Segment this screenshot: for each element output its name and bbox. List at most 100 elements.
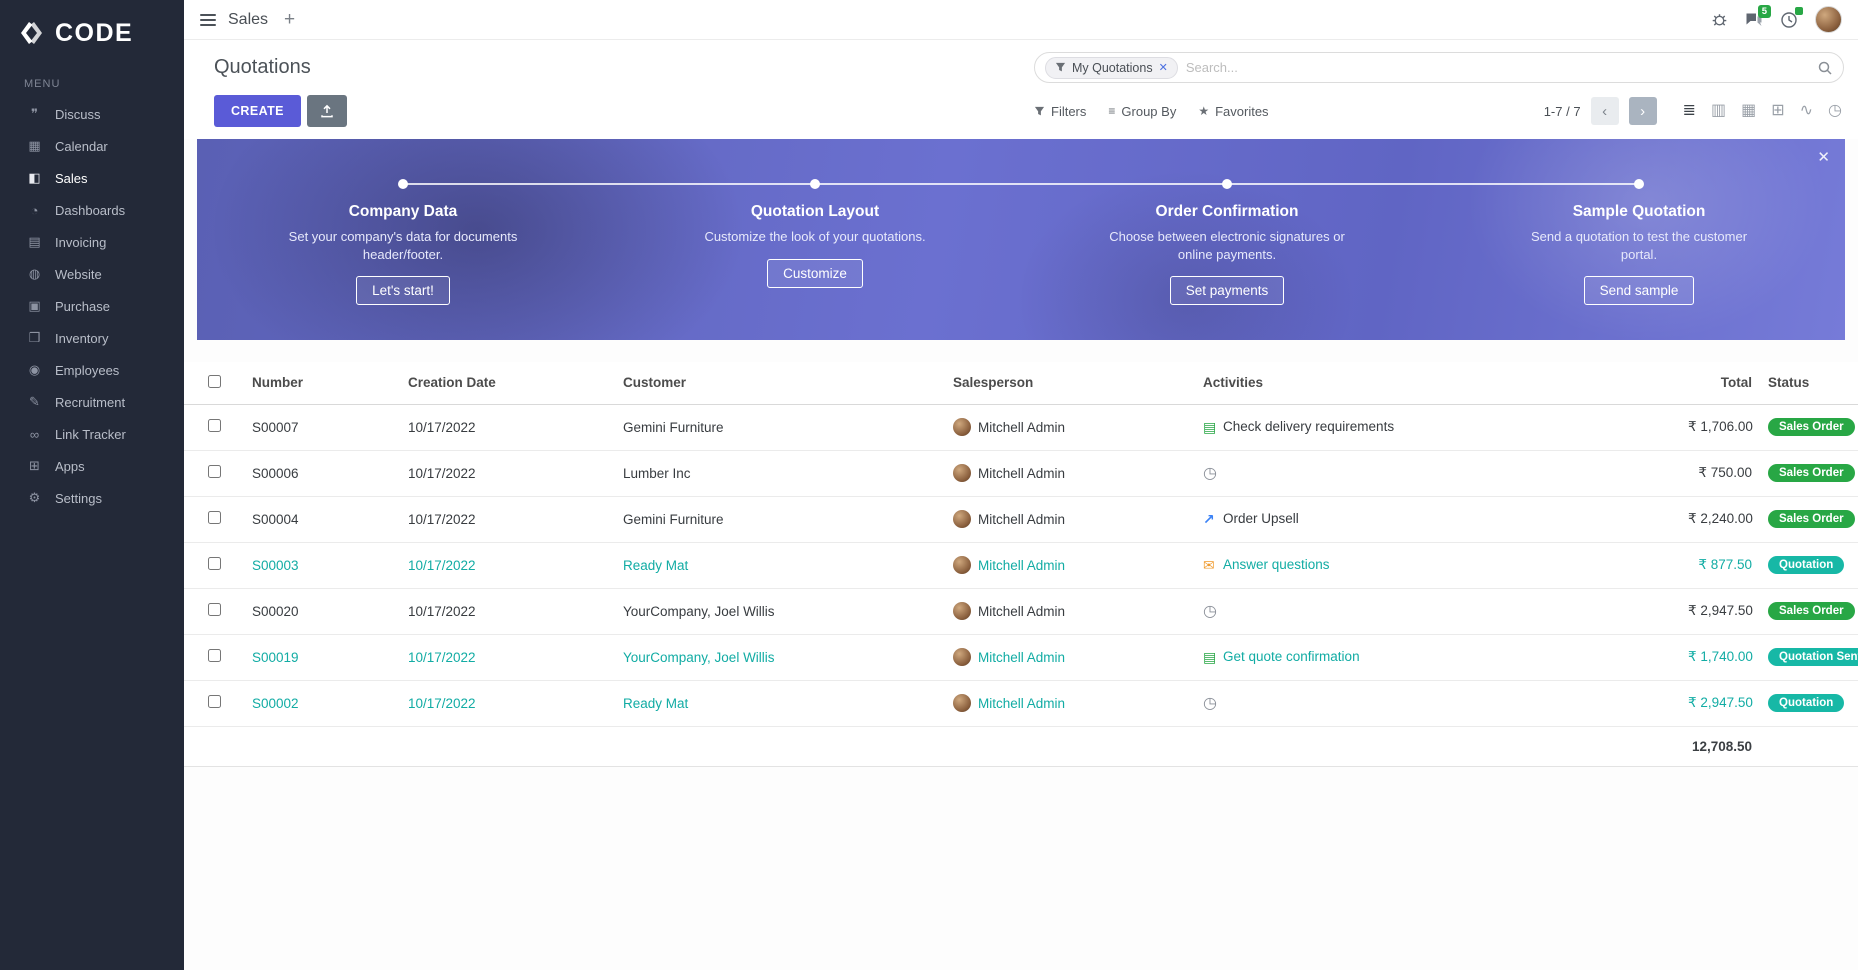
column-header-number[interactable]: Number <box>244 362 400 405</box>
kanban-view-icon[interactable]: ▥ <box>1710 102 1727 119</box>
pager-previous-button[interactable]: ‹ <box>1590 97 1619 125</box>
row-checkbox[interactable] <box>207 419 221 432</box>
sidebar-item-settings[interactable]: Settings <box>0 482 184 514</box>
row-checkbox[interactable] <box>207 557 221 570</box>
brand-logo[interactable]: CODE <box>0 0 184 66</box>
table-footer-row: 12,708.50 <box>184 726 1858 767</box>
sidebar-item-dashboards[interactable]: Dashboards <box>0 194 184 226</box>
lets-start-button[interactable]: Let's start! <box>356 276 450 306</box>
calendar-view-icon[interactable]: ▦ <box>1741 102 1757 119</box>
debug-bug-icon[interactable] <box>1711 11 1728 28</box>
sidebar-item-label: Website <box>55 266 102 282</box>
table-row[interactable]: S00019 10/17/2022 YourCompany, Joel Will… <box>184 634 1858 681</box>
import-button[interactable] <box>306 95 347 127</box>
activity-tasks-icon[interactable] <box>1203 649 1223 666</box>
table-row[interactable]: S00004 10/17/2022 Gemini Furniture Mitch… <box>184 496 1858 543</box>
column-header-salesperson[interactable]: Salesperson <box>945 362 1195 405</box>
sidebar-item-link-tracker[interactable]: Link Tracker <box>0 418 184 450</box>
pivot-view-icon[interactable]: ⊞ <box>1771 102 1785 119</box>
table-row[interactable]: S00003 10/17/2022 Ready Mat Mitchell Adm… <box>184 542 1858 589</box>
sidebar-item-label: Calendar <box>55 138 108 154</box>
view-switcher: ≣ ▥ ▦ ⊞ ∿ ◷ <box>1683 103 1844 119</box>
sidebar-item-purchase[interactable]: Purchase <box>0 290 184 322</box>
search-icon[interactable] <box>1817 60 1833 76</box>
filters-button[interactable]: Filters <box>1034 104 1086 119</box>
pager-next-button[interactable]: › <box>1628 97 1657 125</box>
favorites-button[interactable]: ★ Favorites <box>1198 104 1268 119</box>
add-tab-button[interactable]: + <box>284 9 296 30</box>
dashboards-icon <box>26 203 43 218</box>
activity-view-icon[interactable]: ◷ <box>1828 102 1842 119</box>
row-checkbox[interactable] <box>207 695 221 708</box>
column-header-activities[interactable]: Activities <box>1195 362 1680 405</box>
list-view-icon[interactable]: ≣ <box>1682 102 1696 119</box>
menu-toggle-icon[interactable] <box>200 13 216 26</box>
total-amount: ₹ 2,240.00 <box>1680 496 1760 543</box>
brand-logo-text: CODE <box>55 18 134 47</box>
sidebar-item-calendar[interactable]: Calendar <box>0 130 184 162</box>
sidebar-item-sales[interactable]: Sales <box>0 162 184 194</box>
column-header-creation-date[interactable]: Creation Date <box>400 362 615 405</box>
table-row[interactable]: S00006 10/17/2022 Lumber Inc Mitchell Ad… <box>184 450 1858 497</box>
app-title: Sales <box>228 10 269 28</box>
column-header-status[interactable]: Status <box>1760 362 1858 405</box>
table-row[interactable]: S00002 10/17/2022 Ready Mat Mitchell Adm… <box>184 680 1858 727</box>
creation-date: 10/17/2022 <box>400 496 615 543</box>
messages-icon[interactable]: 5 <box>1745 5 1771 28</box>
status-badge: Sales Order <box>1768 464 1855 482</box>
sidebar-item-invoicing[interactable]: Invoicing <box>0 226 184 258</box>
facet-remove-icon[interactable]: ✕ <box>1158 62 1168 74</box>
group-by-button[interactable]: ≡ Group By <box>1108 104 1176 119</box>
menu-section-label: MENU <box>24 78 61 90</box>
activity-clock-icon[interactable] <box>1203 693 1223 713</box>
sidebar-item-inventory[interactable]: Inventory <box>0 322 184 354</box>
sidebar-item-label: Sales <box>55 170 88 186</box>
send-sample-button[interactable]: Send sample <box>1583 276 1695 306</box>
total-amount: ₹ 2,947.50 <box>1680 588 1760 635</box>
sidebar-item-discuss[interactable]: Discuss <box>0 98 184 130</box>
table-row[interactable]: S00007 10/17/2022 Gemini Furniture Mitch… <box>184 404 1858 451</box>
sidebar-item-website[interactable]: Website <box>0 258 184 290</box>
activity-clock-icon[interactable] <box>1203 601 1223 621</box>
salesperson-name: Mitchell Admin <box>978 604 1066 619</box>
calendar-icon <box>26 138 43 154</box>
graph-view-icon[interactable]: ∿ <box>1799 102 1814 119</box>
creation-date: 10/17/2022 <box>400 634 615 681</box>
creation-date: 10/17/2022 <box>400 404 615 451</box>
select-all-checkbox[interactable] <box>207 374 221 388</box>
search-facet[interactable]: My Quotations ✕ <box>1045 56 1178 79</box>
sidebar-item-recruitment[interactable]: Recruitment <box>0 386 184 418</box>
column-header-customer[interactable]: Customer <box>615 362 945 405</box>
step-dot <box>1634 179 1644 189</box>
customer-name: YourCompany, Joel Willis <box>615 634 945 681</box>
sidebar-item-apps[interactable]: Apps <box>0 450 184 482</box>
row-checkbox[interactable] <box>207 511 221 524</box>
customize-button[interactable]: Customize <box>767 258 863 288</box>
set-payments-button[interactable]: Set payments <box>1169 276 1285 306</box>
activity-clock-icon[interactable] <box>1203 463 1223 483</box>
table-row[interactable]: S00020 10/17/2022 YourCompany, Joel Will… <box>184 588 1858 635</box>
activity-tasks-icon[interactable] <box>1203 419 1223 436</box>
step-description: Send a quotation to test the customer po… <box>1530 229 1748 262</box>
activity-chart-icon[interactable] <box>1203 511 1223 528</box>
banner-close-icon[interactable]: ✕ <box>1817 149 1830 166</box>
salesperson-name: Mitchell Admin <box>978 696 1066 711</box>
activities-clock-icon[interactable] <box>1780 6 1803 29</box>
column-header-total[interactable]: Total <box>1680 362 1760 405</box>
activity-envelope-icon[interactable] <box>1203 557 1223 574</box>
row-checkbox[interactable] <box>207 649 221 662</box>
row-checkbox[interactable] <box>207 603 221 616</box>
sidebar-item-employees[interactable]: Employees <box>0 354 184 386</box>
search-facet-label: My Quotations <box>1072 60 1153 75</box>
step-title: Company Data <box>348 203 458 220</box>
sidebar-item-label: Dashboards <box>55 202 126 218</box>
customer-name: Lumber Inc <box>615 450 945 497</box>
search-input[interactable] <box>1185 60 1809 75</box>
onboarding-step-company-data: Company Data Set your company's data for… <box>197 179 609 340</box>
row-checkbox[interactable] <box>207 465 221 478</box>
step-description: Choose between electronic signatures or … <box>1109 229 1345 262</box>
settings-icon <box>26 490 43 506</box>
create-button[interactable]: CREATE <box>214 95 301 127</box>
search-bar[interactable]: My Quotations ✕ <box>1034 52 1844 83</box>
user-avatar[interactable] <box>1815 6 1842 33</box>
